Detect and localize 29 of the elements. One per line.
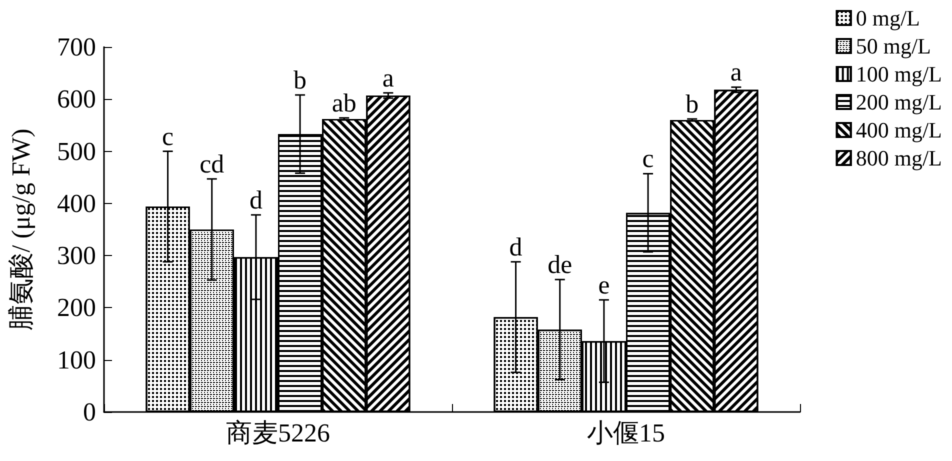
data-label: cd [200,149,224,178]
legend-label: 0 mg/L [856,6,920,30]
data-label: a [382,63,394,92]
y-tick-label: 100 [57,345,96,374]
legend-label: 200 mg/L [856,90,942,114]
data-label: ab [332,88,356,118]
y-tick-label: 200 [57,293,96,322]
legend-label: 400 mg/L [856,118,942,142]
y-tick-label: 0 [83,398,96,426]
data-label: de [548,250,572,280]
data-label: d [249,185,262,214]
legend-label: 50 mg/L [856,34,932,58]
data-label: a [730,58,742,87]
y-tick-label: 700 [57,32,96,62]
data-label: d [509,232,522,262]
legend-label: 800 mg/L [856,146,942,170]
data-label: b [294,65,307,94]
legend-label: 100 mg/L [856,62,942,86]
data-label: c [162,122,174,151]
x-tick-label: 商麦5226 [226,418,330,448]
data-label: c [642,144,654,174]
x-tick-label: 小偃15 [587,418,665,448]
y-axis-title: 脯氨酸/ (μg/g FW) [6,128,36,330]
y-tick-label: 300 [57,241,96,270]
y-tick-label: 400 [57,188,96,218]
data-label: e [598,270,610,300]
y-tick-label: 500 [57,136,96,166]
data-label: b [686,89,699,118]
y-tick-label: 600 [57,84,96,114]
